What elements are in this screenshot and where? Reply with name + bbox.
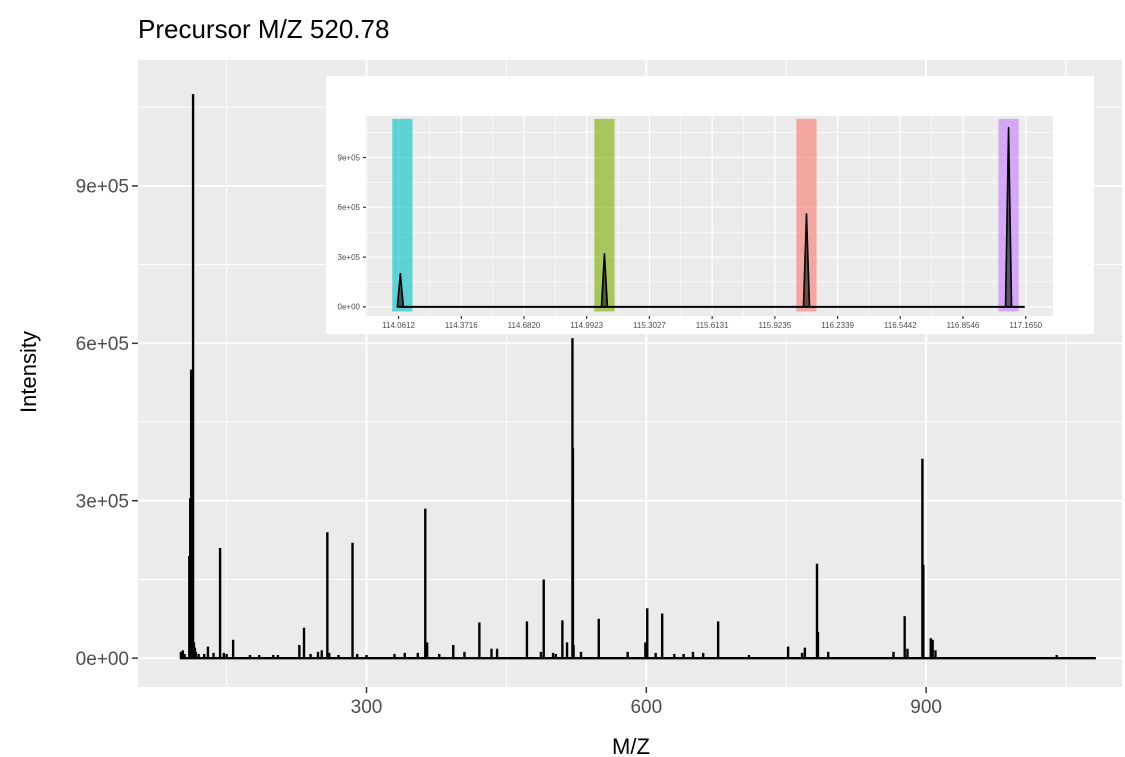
x-tick-label: 115.6131 (696, 321, 729, 330)
y-tick-label: 3e+05 (338, 253, 361, 262)
reporter-window-1 (392, 118, 413, 312)
x-tick-label: 114.6820 (508, 321, 541, 330)
x-tick-label: 300 (351, 697, 383, 718)
y-tick-label: 9e+05 (76, 177, 129, 198)
y-tick-label: 9e+05 (338, 153, 361, 162)
x-tick-label: 115.9235 (758, 321, 791, 330)
x-tick-label: 116.5442 (884, 321, 917, 330)
y-tick-label: 3e+05 (76, 491, 129, 512)
plot-background (366, 116, 1053, 316)
spectrum-peak (600, 252, 609, 308)
x-tick-label: 600 (630, 697, 662, 718)
spectrum-peak (396, 272, 405, 308)
y-tick-label: 6e+05 (338, 203, 361, 212)
x-tick-label: 900 (910, 697, 942, 718)
x-tick-label: 117.1650 (1009, 321, 1042, 330)
x-tick-label: 115.3027 (633, 321, 666, 330)
x-tick-label: 114.9923 (570, 321, 603, 330)
y-tick-label: 6e+05 (76, 334, 129, 355)
reporter-ion-inset: 114.0612 114.3716 114.6820 114.9923 115.3027… (326, 76, 1094, 334)
y-tick-label: 0e+00 (76, 649, 129, 670)
x-axis-label: M/Z (612, 734, 650, 757)
x-tick-label: 114.0612 (382, 321, 415, 330)
x-tick-label: 114.3716 (445, 321, 478, 330)
x-tick-label: 116.8546 (947, 321, 980, 330)
spectrum-peak (1004, 126, 1013, 308)
y-tick-label: 0e+00 (338, 303, 361, 312)
y-axis-label: Intensity (16, 331, 41, 413)
x-tick-label: 116.2339 (821, 321, 854, 330)
reporter-window-2 (594, 118, 615, 312)
spectrum-peak (802, 213, 811, 308)
chart-title: Precursor M/Z 520.78 (138, 14, 389, 44)
